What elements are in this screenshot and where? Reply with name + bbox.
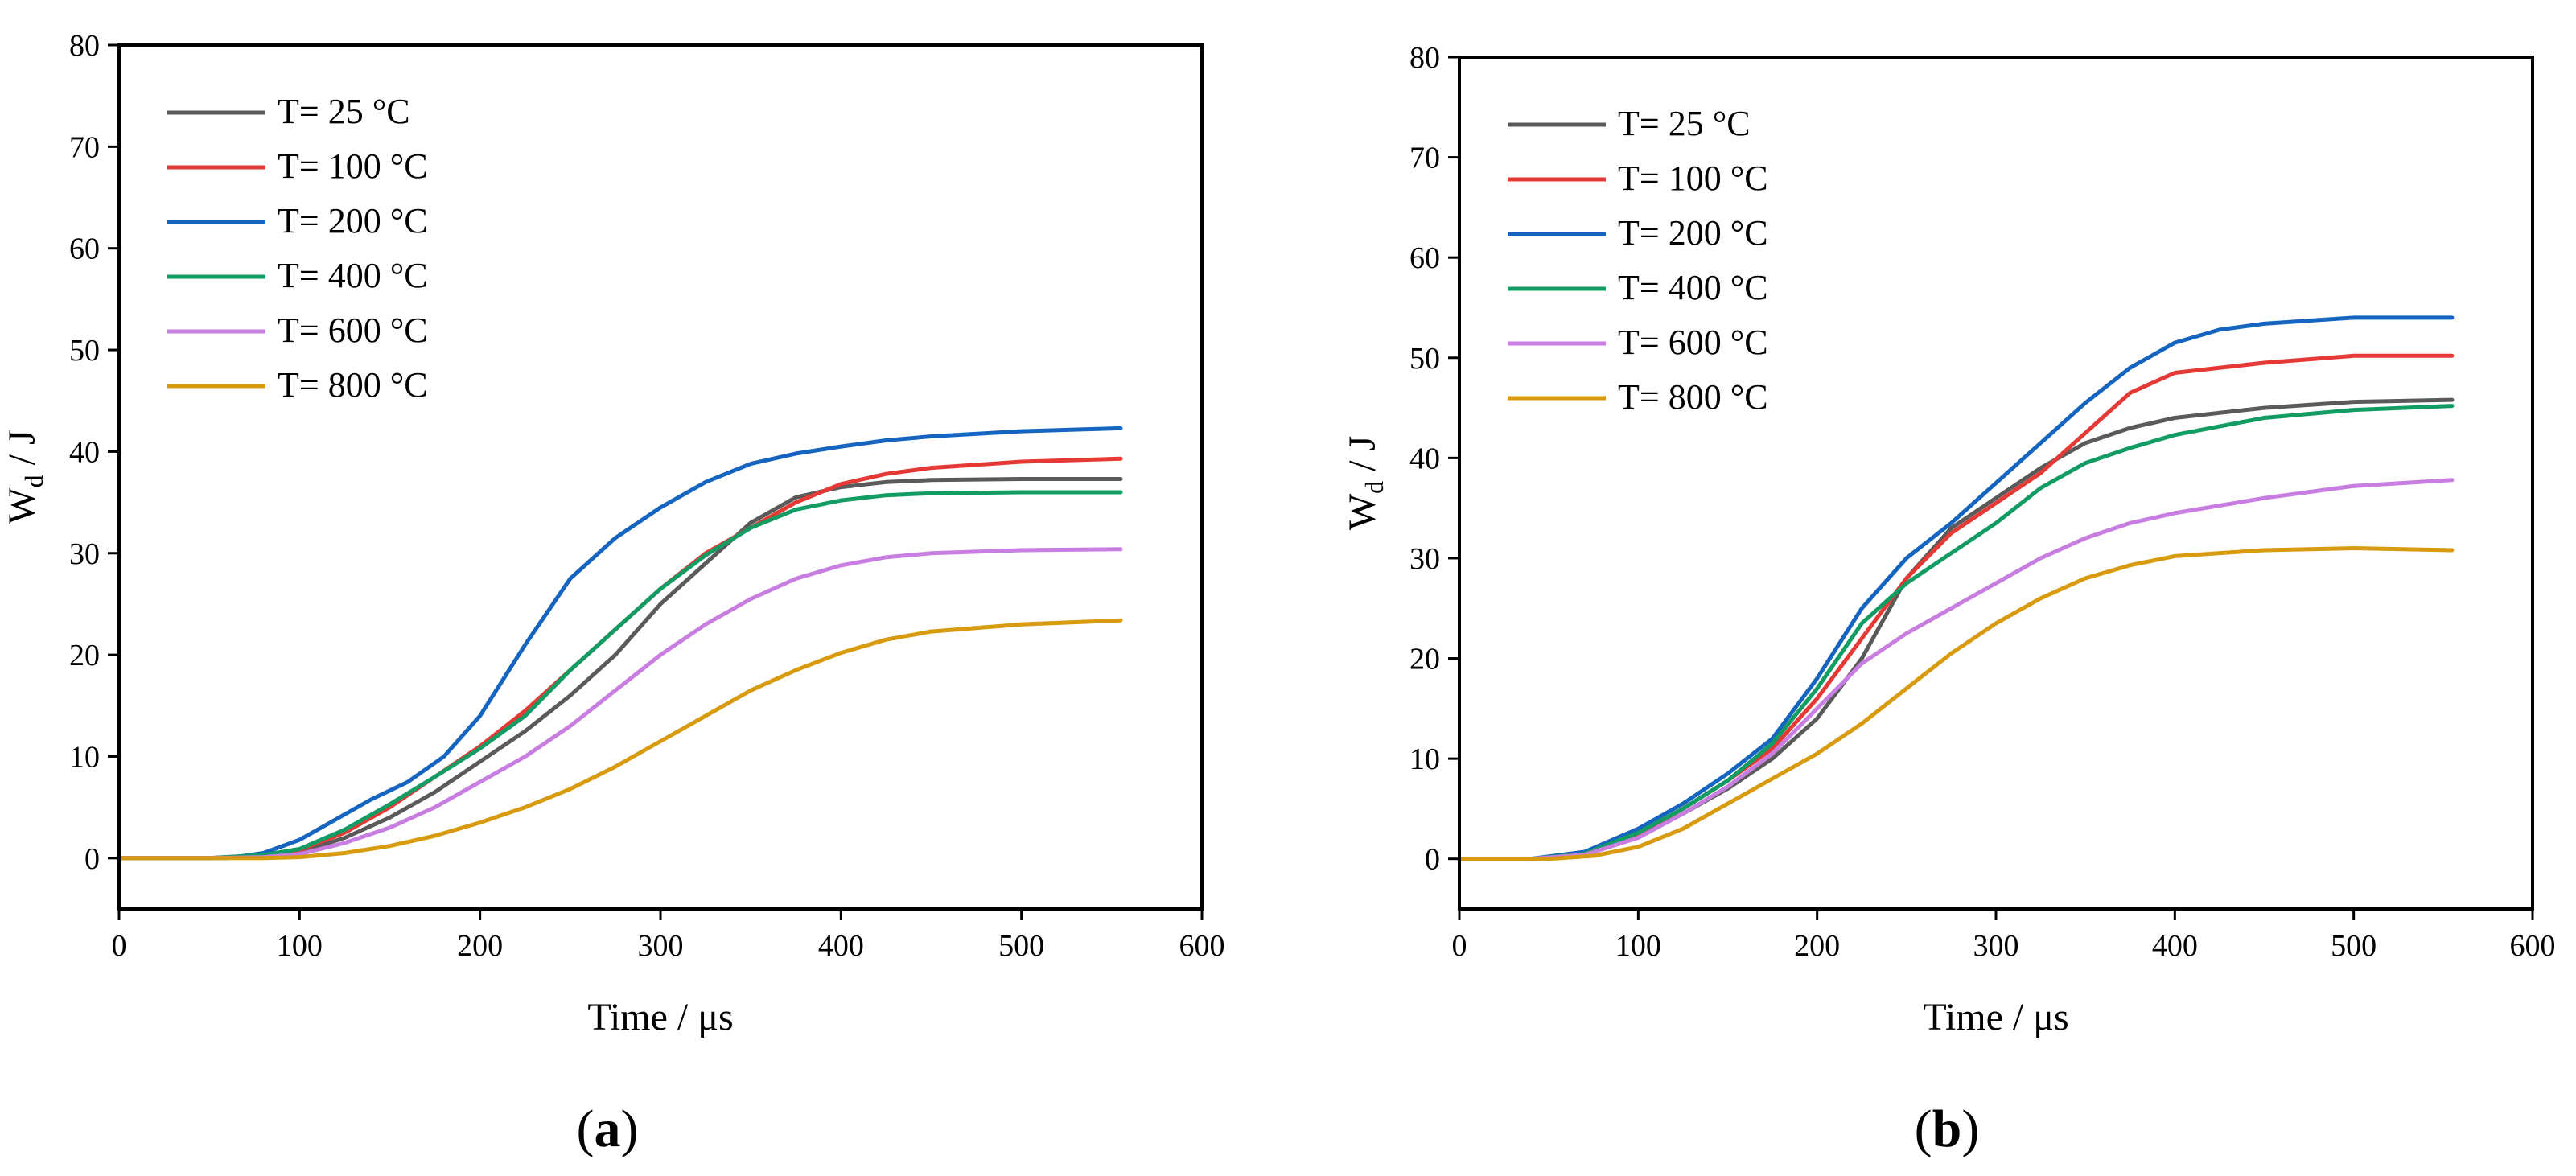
- panel-label-letter: b: [1932, 1100, 1962, 1158]
- panel-label: (a): [577, 1100, 639, 1158]
- legend-label-1: T= 100 °C: [278, 146, 428, 186]
- x-tick-label: 0: [1452, 929, 1467, 963]
- y-tick-label: 70: [69, 130, 100, 164]
- legend-label-5: T= 800 °C: [1618, 377, 1768, 417]
- x-tick-label: 300: [638, 929, 684, 963]
- y-axis-label-subscript: d: [19, 475, 48, 487]
- y-axis-label: Wd / J: [1341, 436, 1389, 530]
- panel-label-open-paren: (: [577, 1100, 595, 1158]
- series-line-2: [117, 426, 1123, 861]
- series-line-3: [117, 490, 1123, 861]
- y-tick-label: 20: [69, 639, 100, 672]
- x-tick-label: 600: [2510, 929, 2556, 963]
- x-tick-label: 100: [277, 929, 323, 963]
- chart-panel-b: 0 100 200 300 400 500 600 0 10 20 30 40 50 60 70 80 Time…: [1341, 41, 2556, 1158]
- y-tick-label: 50: [69, 334, 100, 368]
- legend-label-1: T= 100 °C: [1618, 158, 1768, 198]
- series-line-4: [1457, 478, 2455, 861]
- chart-panel-a: 0 100 200 300 400 500 600 0 10 20 30 40 50 60 70 80 Time…: [1, 29, 1225, 1158]
- y-tick-label: 40: [1409, 442, 1440, 475]
- legend-label-3: T= 400 °C: [1618, 268, 1768, 307]
- x-tick-label: 500: [2331, 929, 2376, 963]
- x-tick-label: 600: [1179, 929, 1225, 963]
- y-tick-label: 50: [1409, 342, 1440, 376]
- x-axis-label: Time / μs: [587, 996, 733, 1038]
- y-axis-label-main: W: [1, 487, 43, 524]
- series-line-2: [1457, 315, 2455, 861]
- series-line-5: [117, 618, 1123, 861]
- y-tick-label: 30: [1409, 542, 1440, 576]
- panel-label-open-paren: (: [1915, 1100, 1932, 1158]
- legend-label-4: T= 600 °C: [1618, 323, 1768, 362]
- y-axis-label-subscript: d: [1360, 481, 1389, 494]
- y-tick-label: 80: [69, 29, 100, 63]
- x-tick-label: 200: [457, 929, 503, 963]
- legend-label-2: T= 200 °C: [278, 201, 428, 241]
- x-tick-label: 300: [1973, 929, 2019, 963]
- y-tick-label: 60: [1409, 241, 1440, 275]
- legend-label-3: T= 400 °C: [278, 256, 428, 295]
- series-line-0: [1457, 397, 2455, 861]
- series-line-1: [117, 456, 1123, 861]
- series-line-0: [117, 477, 1123, 861]
- y-axis-label: Wd / J: [1, 430, 48, 524]
- legend-label-2: T= 200 °C: [1618, 213, 1768, 253]
- x-tick-label: 400: [818, 929, 864, 963]
- x-tick-label: 400: [2152, 929, 2198, 963]
- series-line-4: [117, 547, 1123, 861]
- y-axis-label-unit: / J: [1, 430, 43, 475]
- panel-label-close-paren: ): [621, 1100, 639, 1158]
- y-tick-label: 80: [1409, 41, 1440, 75]
- panel-label: (b): [1915, 1100, 1980, 1158]
- x-tick-label: 200: [1794, 929, 1840, 963]
- y-tick-label: 10: [69, 740, 100, 774]
- x-tick-label: 500: [998, 929, 1044, 963]
- legend-label-0: T= 25 °C: [1618, 104, 1751, 143]
- x-axis-label: Time / μs: [1923, 996, 2068, 1038]
- legend-label-5: T= 800 °C: [278, 365, 428, 405]
- y-axis-label-main: W: [1341, 493, 1384, 530]
- x-tick-label: 100: [1615, 929, 1661, 963]
- y-tick-label: 0: [1425, 843, 1440, 877]
- legend-label-4: T= 600 °C: [278, 310, 428, 350]
- y-tick-label: 0: [84, 842, 100, 876]
- y-axis-label-unit: / J: [1341, 436, 1384, 481]
- panel-label-close-paren: ): [1961, 1100, 1979, 1158]
- x-tick-label: 0: [112, 929, 127, 963]
- y-tick-label: 40: [69, 435, 100, 469]
- y-tick-label: 70: [1409, 142, 1440, 175]
- y-tick-label: 10: [1409, 742, 1440, 776]
- y-tick-label: 20: [1409, 643, 1440, 676]
- panel-label-letter: a: [595, 1100, 621, 1158]
- y-tick-label: 30: [69, 537, 100, 571]
- y-tick-label: 60: [69, 232, 100, 266]
- series-line-3: [1457, 404, 2455, 861]
- series-line-5: [1457, 546, 2455, 861]
- legend-label-0: T= 25 °C: [278, 92, 410, 131]
